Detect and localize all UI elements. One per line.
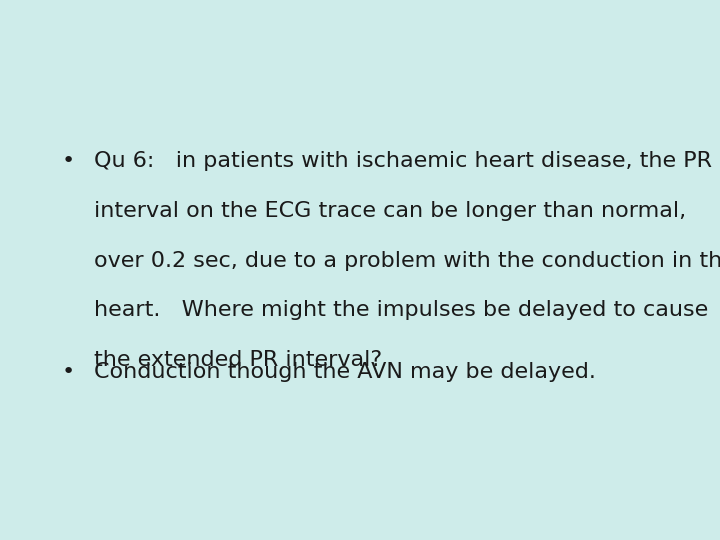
Text: •: • — [61, 362, 74, 382]
Text: Conduction though the AVN may be delayed.: Conduction though the AVN may be delayed… — [94, 362, 595, 382]
Text: heart.   Where might the impulses be delayed to cause: heart. Where might the impulses be delay… — [94, 300, 708, 320]
Text: the extended PR interval?: the extended PR interval? — [94, 350, 382, 370]
Text: Qu 6:   in patients with ischaemic heart disease, the PR: Qu 6: in patients with ischaemic heart d… — [94, 151, 711, 171]
Text: interval on the ECG trace can be longer than normal,: interval on the ECG trace can be longer … — [94, 201, 685, 221]
Text: •: • — [61, 151, 74, 171]
Text: over 0.2 sec, due to a problem with the conduction in the: over 0.2 sec, due to a problem with the … — [94, 251, 720, 271]
